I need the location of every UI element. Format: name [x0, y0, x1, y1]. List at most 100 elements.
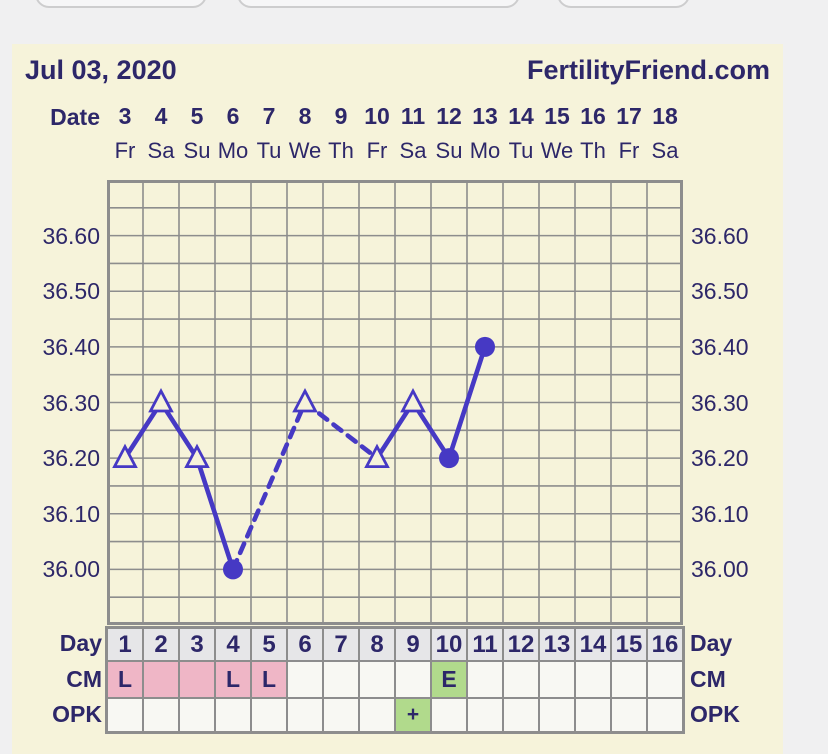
cm-cell — [503, 661, 539, 698]
cm-cell — [539, 661, 575, 698]
weekday-abbrev: Th — [580, 138, 606, 163]
date-number: 17 — [616, 103, 642, 129]
weekday-abbrev: Fr — [114, 138, 136, 163]
brand-title: FertilityFriend.com — [526, 55, 770, 85]
date-number: 10 — [364, 103, 390, 129]
temp-point-triangle — [400, 387, 426, 413]
opk-cell — [287, 698, 323, 732]
date-number: 16 — [580, 103, 606, 129]
y-tick-label: 36.60 — [42, 222, 100, 249]
temp-point-circle — [475, 336, 495, 357]
chart-date-title: Jul 03, 2020 — [25, 55, 177, 85]
opk-cell — [611, 698, 647, 732]
cm-cell — [647, 661, 683, 698]
y-tick-label: 36.40 — [42, 333, 100, 360]
cm-cell — [287, 661, 323, 698]
temp-line-segment — [302, 400, 380, 461]
cm-label-left: CM — [66, 666, 102, 692]
date-number: 6 — [226, 103, 240, 129]
day-number-cell: 5 — [251, 628, 287, 661]
y-tick-label: 36.60 — [691, 222, 749, 249]
day-label-right: Day — [690, 630, 733, 656]
opk-cell — [359, 698, 395, 732]
temp-line-segment — [230, 400, 308, 572]
day-number-cell: 2 — [143, 628, 179, 661]
opk-cell — [215, 698, 251, 732]
temperature-chart — [107, 180, 683, 625]
temp-line-segment — [194, 455, 236, 572]
opk-cell — [251, 698, 287, 732]
cm-cell: L — [215, 661, 251, 698]
weekday-abbrev: Fr — [366, 138, 388, 163]
opk-cell — [467, 698, 503, 732]
opk-label-right: OPK — [690, 701, 740, 727]
cm-cell — [395, 661, 431, 698]
weekday-abbrev: Su — [435, 138, 463, 163]
opk-cell — [431, 698, 467, 732]
date-number: 15 — [544, 103, 570, 129]
weekday-abbrev: Fr — [618, 138, 640, 163]
day-number-cell: 4 — [215, 628, 251, 661]
opk-cell — [143, 698, 179, 732]
date-number: 5 — [190, 103, 204, 129]
cm-cell: L — [107, 661, 143, 698]
opk-cell — [323, 698, 359, 732]
cm-cell: E — [431, 661, 467, 698]
date-number: 9 — [334, 103, 348, 129]
y-tick-label: 36.50 — [691, 278, 749, 305]
weekday-abbrev: Su — [183, 138, 211, 163]
cm-cell — [611, 661, 647, 698]
date-number: 7 — [262, 103, 276, 129]
cm-cell — [467, 661, 503, 698]
weekday-abbrev: Mo — [469, 138, 501, 163]
weekday-abbrev: Tu — [508, 138, 534, 163]
y-tick-label: 36.00 — [42, 556, 100, 583]
date-number: 13 — [472, 103, 498, 129]
y-tick-label: 36.40 — [691, 333, 749, 360]
date-numbers-row: 3 4 5 6 7 8 9 10 11 12 13 14 15 16 17 18 — [107, 100, 683, 132]
temp-line-segment — [446, 344, 488, 461]
y-tick-label: 36.50 — [42, 278, 100, 305]
date-number: 18 — [652, 103, 678, 129]
cm-cell — [359, 661, 395, 698]
cm-label-right: CM — [690, 666, 726, 692]
temp-point-triangle — [112, 443, 138, 469]
weekday-abbrev: Sa — [651, 138, 679, 163]
y-tick-label: 36.20 — [42, 445, 100, 472]
date-number: 14 — [508, 103, 534, 129]
weekday-abbrev: Tu — [256, 138, 282, 163]
y-tick-label: 36.00 — [691, 556, 749, 583]
temp-point-triangle — [364, 443, 390, 469]
y-tick-label: 36.30 — [691, 389, 749, 416]
day-number-cell: 12 — [503, 628, 539, 661]
temp-point-circle — [439, 448, 459, 469]
opk-cell — [647, 698, 683, 732]
toolbar-button-3[interactable] — [557, 0, 690, 8]
day-number-cell: 1 — [107, 628, 143, 661]
weekday-abbrev: Sa — [147, 138, 175, 163]
weekday-row: Fr Sa Su Mo Tu We Th Fr Sa Su Mo Tu We Th Fr Sa — [107, 136, 683, 166]
day-number-cell: 11 — [467, 628, 503, 661]
opk-cell — [107, 698, 143, 732]
date-number: 4 — [154, 103, 168, 129]
date-axis-label: Date — [50, 104, 100, 130]
cm-cell — [179, 661, 215, 698]
day-number-cell: 6 — [287, 628, 323, 661]
day-number-cell: 3 — [179, 628, 215, 661]
cm-cell — [575, 661, 611, 698]
day-number-cell: 10 — [431, 628, 467, 661]
cm-cell: L — [251, 661, 287, 698]
day-number-cell: 13 — [539, 628, 575, 661]
day-number-cell: 8 — [359, 628, 395, 661]
toolbar-button-1[interactable] — [35, 0, 207, 8]
date-number: 11 — [400, 103, 426, 129]
opk-label-left: OPK — [52, 701, 102, 727]
toolbar-button-2[interactable] — [237, 0, 520, 8]
opk-cell — [503, 698, 539, 732]
cm-cell — [143, 661, 179, 698]
weekday-abbrev: We — [288, 138, 322, 163]
temp-point-triangle — [148, 387, 174, 413]
weekday-abbrev: Mo — [217, 138, 249, 163]
date-number: 12 — [436, 103, 462, 129]
